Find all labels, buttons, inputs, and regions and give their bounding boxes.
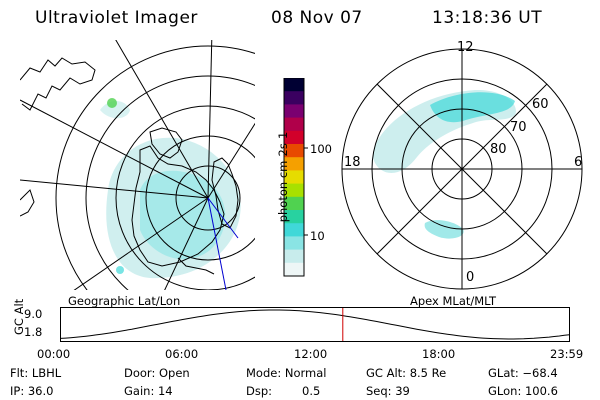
colorbar-tick-100: 100 — [310, 142, 332, 156]
altitude-plot — [60, 307, 570, 342]
polar-grid — [341, 48, 583, 290]
ip-value: IP: 36.0 — [10, 384, 54, 398]
satellite-track — [207, 197, 239, 290]
mlat-label-80: 80 — [490, 142, 507, 157]
geographic-image — [20, 40, 255, 290]
colorbar-segment — [284, 157, 304, 171]
mlt-label-18: 18 — [344, 155, 361, 170]
colorbar-segment — [284, 91, 304, 105]
colorbar-segment — [284, 183, 304, 198]
gain-value: Gain: 14 — [124, 384, 173, 398]
colorbar-segment — [284, 78, 304, 92]
colorbar-segment — [284, 262, 304, 277]
mlt-label-6: 6 — [574, 155, 583, 170]
colorbar-segment — [284, 236, 304, 251]
sequence-value: Seq: 39 — [366, 384, 410, 398]
colorbar-segment — [284, 130, 304, 145]
colorbar-segment — [284, 117, 304, 132]
time-tick-0000: 00:00 — [37, 347, 71, 361]
time-tick-1800: 18:00 — [422, 347, 456, 361]
time-tick-0600: 06:00 — [165, 347, 199, 361]
glat-value: GLat: −68.4 — [488, 366, 558, 380]
app-title: Ultraviolet Imager — [35, 8, 198, 28]
dsp-value: 0.5 — [302, 384, 321, 398]
colorbar-label: photon cm-2s-1 — [276, 131, 290, 223]
glon-value: GLon: 100.6 — [488, 384, 558, 398]
dsp-label: Dsp: — [246, 384, 273, 398]
altitude-ymax: 9.0 — [24, 307, 43, 321]
colorbar — [283, 78, 308, 277]
colorbar-segment — [284, 144, 304, 158]
colorbar-segment — [284, 104, 304, 119]
apex-polar-image — [341, 48, 583, 290]
date-label: 08 Nov 07 — [271, 8, 363, 28]
uv-emission-region — [100, 98, 241, 279]
mode-value: Mode: Normal — [246, 366, 327, 380]
filter-value: Flt: LBHL — [10, 366, 62, 380]
apex-label: Apex MLat/MLT — [410, 294, 497, 308]
colorbar-segment — [284, 170, 304, 185]
mlat-label-70: 70 — [510, 120, 527, 135]
coastline — [20, 57, 239, 275]
uv-emission-region — [372, 89, 516, 239]
latitude-grid — [55, 45, 255, 290]
colorbar-segment — [284, 196, 304, 211]
colorbar-ticks — [304, 147, 308, 236]
door-value: Door: Open — [124, 366, 190, 380]
time-tick-1200: 12:00 — [294, 347, 328, 361]
geographic-label: Geographic Lat/Lon — [68, 294, 181, 308]
mlat-label-60: 60 — [532, 97, 549, 112]
longitude-grid — [20, 40, 255, 290]
time-label: 13:18:36 UT — [432, 8, 543, 28]
colorbar-segment — [284, 210, 304, 224]
mlt-label-0: 0 — [466, 270, 475, 285]
altitude-curve — [60, 309, 570, 340]
colorbar-segment — [284, 223, 304, 237]
gc-altitude-value: GC Alt: 8.5 Re — [366, 366, 447, 380]
altitude-ymin: 1.8 — [24, 325, 43, 339]
colorbar-segment — [284, 249, 304, 264]
mlt-label-12: 12 — [457, 40, 474, 55]
time-tick-2359: 23:59 — [550, 347, 584, 361]
colorbar-tick-10: 10 — [310, 229, 325, 243]
